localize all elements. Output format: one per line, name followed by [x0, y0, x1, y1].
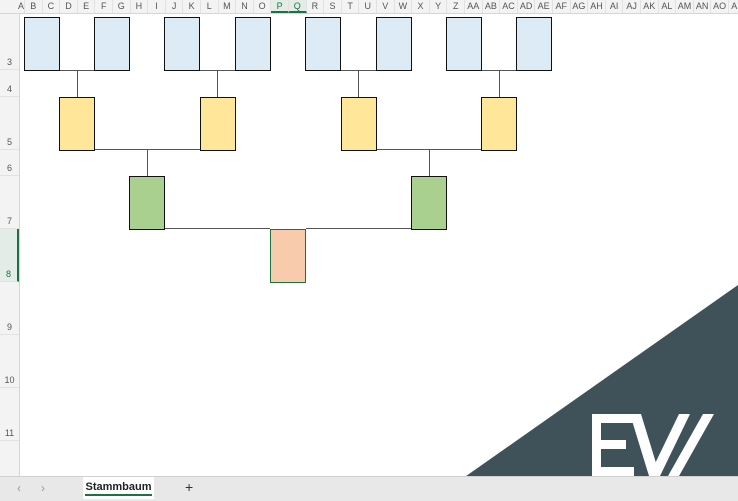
row-header-5[interactable]: 5: [0, 97, 19, 150]
column-header-U[interactable]: U: [359, 0, 377, 13]
column-header-AH[interactable]: AH: [588, 0, 606, 13]
grandparent-box-5[interactable]: [305, 17, 341, 71]
child-box-2[interactable]: [411, 176, 447, 230]
row-header-bar: 3 4 5 6 7 8 9 10 11: [0, 14, 20, 476]
grandparent-box-8[interactable]: [516, 17, 552, 71]
column-header-O[interactable]: O: [254, 0, 272, 13]
column-header-D[interactable]: D: [60, 0, 78, 13]
column-header-T[interactable]: T: [342, 0, 360, 13]
column-header-AJ[interactable]: AJ: [623, 0, 641, 13]
parent-box-4[interactable]: [481, 97, 517, 151]
connector-line: [428, 149, 430, 176]
column-header-AG[interactable]: AG: [571, 0, 589, 13]
parent-box-2[interactable]: [200, 97, 236, 151]
prev-sheet-button[interactable]: ‹: [17, 481, 21, 495]
connector-line: [358, 70, 359, 97]
row-header-3[interactable]: 3: [0, 17, 19, 70]
parent-box-1[interactable]: [59, 97, 95, 151]
child-box-1[interactable]: [129, 176, 165, 230]
column-header-AD[interactable]: AD: [518, 0, 536, 13]
column-header-Y[interactable]: Y: [430, 0, 448, 13]
connector-line: [217, 70, 218, 97]
column-header-X[interactable]: X: [412, 0, 430, 13]
column-header-AE[interactable]: AE: [535, 0, 553, 13]
column-header-C[interactable]: C: [43, 0, 61, 13]
column-header-V[interactable]: V: [377, 0, 395, 13]
column-header-AM[interactable]: AM: [676, 0, 694, 13]
column-header-AL[interactable]: AL: [659, 0, 677, 13]
grandparent-box-7[interactable]: [446, 17, 482, 71]
grandparent-box-1[interactable]: [24, 17, 60, 71]
row-header-4[interactable]: 4: [0, 70, 19, 97]
connector-line: [165, 228, 270, 229]
column-header-N[interactable]: N: [236, 0, 254, 13]
connector-line: [498, 70, 500, 97]
column-header-A[interactable]: A: [18, 0, 25, 13]
row-header-9[interactable]: 9: [0, 282, 19, 335]
column-header-W[interactable]: W: [395, 0, 413, 13]
column-header-G[interactable]: G: [113, 0, 131, 13]
column-header-P[interactable]: P: [271, 0, 289, 13]
column-header-bar: A B C D E F G H I J K L M N O P Q R S T U V W X Y Z AA AB AC AD AE AF AG…: [0, 0, 738, 14]
column-header-AK[interactable]: AK: [641, 0, 659, 13]
column-header-AF[interactable]: AF: [553, 0, 571, 13]
add-sheet-button[interactable]: +: [185, 479, 194, 495]
grandparent-box-3[interactable]: [164, 17, 200, 71]
column-header-R[interactable]: R: [307, 0, 325, 13]
column-header-AI[interactable]: AI: [606, 0, 624, 13]
row-header-7[interactable]: 7: [0, 176, 19, 229]
sheet-tab-label: Stammbaum: [85, 481, 152, 496]
column-header-H[interactable]: H: [131, 0, 149, 13]
column-header-K[interactable]: K: [183, 0, 201, 13]
column-header-B[interactable]: B: [25, 0, 43, 13]
sheet-tab-bar: ‹ › Stammbaum +: [0, 476, 738, 501]
connector-line: [147, 149, 148, 176]
column-header-AB[interactable]: AB: [483, 0, 501, 13]
column-header-I[interactable]: I: [148, 0, 166, 13]
column-header-S[interactable]: S: [324, 0, 342, 13]
column-header-AP[interactable]: AP: [729, 0, 738, 13]
column-header-J[interactable]: J: [166, 0, 184, 13]
column-header-Q[interactable]: Q: [289, 0, 307, 13]
column-header-E[interactable]: E: [78, 0, 96, 13]
column-header-AO[interactable]: AO: [711, 0, 729, 13]
row-header-6[interactable]: 6: [0, 150, 19, 176]
column-header-F[interactable]: F: [95, 0, 113, 13]
connector-line: [306, 228, 411, 229]
grandparent-box-2[interactable]: [94, 17, 130, 71]
next-sheet-button[interactable]: ›: [41, 481, 45, 495]
column-header-Z[interactable]: Z: [447, 0, 465, 13]
sheet-tab-stammbaum[interactable]: Stammbaum: [83, 477, 154, 499]
column-header-AC[interactable]: AC: [500, 0, 518, 13]
parent-box-3[interactable]: [341, 97, 377, 151]
column-header-L[interactable]: L: [201, 0, 219, 13]
grandparent-box-6[interactable]: [376, 17, 412, 71]
row-header-8[interactable]: 8: [0, 229, 19, 282]
column-header-AA[interactable]: AA: [465, 0, 483, 13]
connector-line: [76, 70, 78, 97]
row-header-10[interactable]: 10: [0, 335, 19, 388]
grandparent-box-4[interactable]: [235, 17, 271, 71]
column-header-M[interactable]: M: [219, 0, 237, 13]
row-header-11[interactable]: 11: [0, 388, 19, 441]
root-box-selected[interactable]: [270, 229, 306, 283]
column-header-AN[interactable]: AN: [694, 0, 712, 13]
